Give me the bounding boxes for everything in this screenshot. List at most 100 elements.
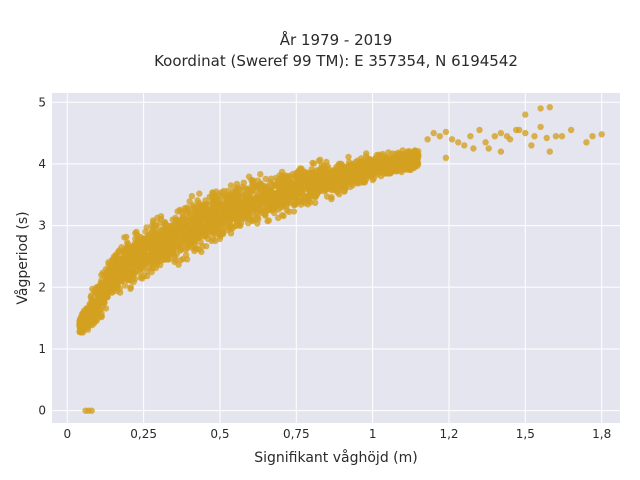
data-point [190, 224, 197, 231]
data-point [108, 272, 116, 280]
data-point [218, 225, 226, 233]
data-point [328, 194, 335, 201]
data-point [275, 214, 282, 222]
data-point [161, 251, 169, 258]
data-point [241, 184, 249, 192]
data-point [98, 299, 105, 307]
data-point [101, 284, 108, 291]
data-point [173, 250, 180, 257]
data-point [337, 171, 344, 178]
data-point [191, 247, 198, 255]
data-point [291, 201, 298, 208]
y-tick-label: 2 [38, 280, 46, 294]
y-tick-label: 1 [38, 342, 46, 356]
data-point [130, 242, 137, 250]
data-point [135, 237, 142, 244]
data-point [349, 177, 356, 184]
data-point [267, 206, 274, 213]
data-point [384, 156, 391, 163]
data-point [467, 133, 474, 140]
data-point [307, 199, 314, 206]
data-point [589, 133, 596, 140]
data-point [345, 153, 352, 161]
data-point [262, 211, 269, 219]
data-point [230, 205, 237, 212]
data-point [177, 216, 185, 223]
data-point [169, 222, 177, 230]
data-point [522, 129, 529, 137]
data-point [414, 159, 421, 167]
y-axis-ticks: 0 1 2 3 4 5 [38, 95, 46, 417]
data-point [436, 133, 443, 140]
data-point [88, 407, 95, 414]
data-point [102, 305, 110, 312]
data-point [497, 148, 505, 155]
data-point [247, 207, 255, 214]
data-point [277, 183, 284, 191]
data-point [297, 183, 304, 191]
data-point [546, 104, 553, 111]
data-point [442, 154, 450, 161]
data-point [546, 148, 553, 155]
data-point [528, 142, 535, 149]
data-point [240, 202, 248, 210]
data-point [137, 274, 144, 281]
data-point [258, 207, 265, 214]
data-point [152, 222, 160, 229]
data-point [316, 156, 324, 163]
x-tick-label: 0,75 [283, 427, 310, 441]
data-point [199, 222, 206, 229]
data-point [567, 126, 575, 134]
data-point [331, 172, 338, 179]
data-point [86, 300, 93, 308]
data-point [175, 261, 182, 268]
data-point [216, 235, 224, 242]
data-point [184, 217, 191, 224]
data-point [322, 186, 330, 194]
data-point [476, 126, 483, 134]
data-point [80, 322, 87, 330]
y-tick-label: 3 [38, 219, 46, 233]
data-point [389, 161, 396, 168]
data-point [257, 171, 264, 178]
data-point [377, 162, 384, 169]
data-point [236, 186, 243, 193]
data-point [116, 247, 123, 254]
data-point [227, 196, 234, 204]
data-point [336, 191, 343, 198]
data-point [131, 275, 139, 283]
data-point [220, 206, 228, 213]
data-point [194, 197, 201, 204]
data-point [100, 272, 108, 279]
y-tick-label: 5 [38, 95, 46, 109]
data-point [227, 230, 235, 237]
data-point [356, 158, 364, 166]
data-point [361, 179, 368, 186]
data-point [224, 212, 231, 219]
data-point [182, 251, 190, 259]
data-point [132, 230, 139, 237]
data-point [127, 284, 134, 291]
data-point [558, 133, 566, 140]
data-point [210, 226, 218, 234]
data-point [470, 145, 477, 152]
data-point [214, 220, 221, 227]
data-point [250, 199, 258, 206]
data-point [124, 276, 132, 284]
data-point [123, 233, 130, 241]
data-point [187, 210, 194, 217]
y-axis-title: Vågperiod (s) [14, 211, 31, 304]
x-axis-title: Signifikant våghöjd (m) [254, 449, 417, 466]
data-point [120, 256, 128, 264]
data-point [326, 180, 333, 187]
data-point [188, 192, 196, 200]
data-point [227, 223, 235, 230]
y-tick-label: 0 [38, 404, 46, 418]
x-tick-label: 1,5 [516, 427, 535, 441]
data-point [259, 194, 267, 201]
data-point [171, 244, 178, 252]
data-point [159, 231, 166, 238]
data-point [198, 202, 205, 210]
data-point [482, 139, 489, 146]
